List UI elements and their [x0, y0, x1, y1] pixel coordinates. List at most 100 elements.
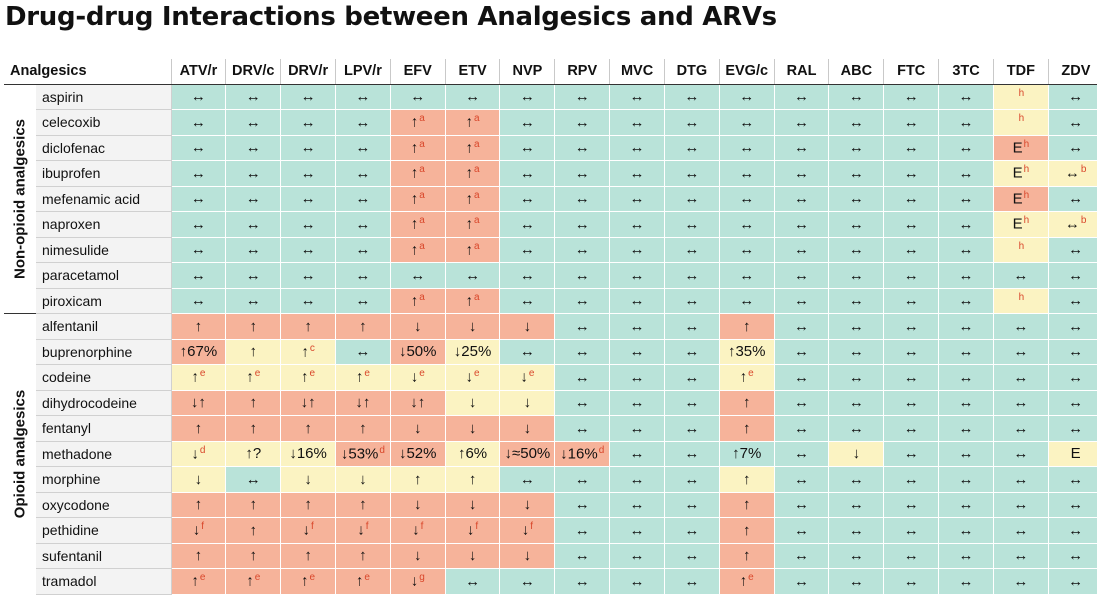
interaction-cell: ↓	[499, 313, 556, 340]
interaction-value: ↔	[629, 572, 645, 590]
interaction-value: ↔	[958, 394, 974, 412]
interaction-value: ↔	[519, 88, 535, 106]
interaction-cell: ↔	[499, 211, 556, 238]
interaction-cell: ↓	[499, 389, 556, 416]
interaction-value: ↔	[794, 215, 810, 233]
interaction-cell: ↔	[663, 568, 720, 595]
interaction-value: ↑	[301, 573, 309, 591]
interaction-cell: ↓	[280, 466, 336, 493]
interaction-cell: ↔	[718, 160, 775, 187]
table-row: fentanyl ↑ ↑ ↑ ↑ ↓ ↓ ↓ ↔ ↔ ↔ ↑ ↔ ↔ ↔ ↔ ↔ ↔	[4, 415, 1097, 442]
interaction-cell: ↔	[609, 313, 665, 340]
interaction-value: ↔	[629, 190, 645, 208]
footnote-marker: a	[419, 291, 425, 303]
interaction-value: ↑	[249, 343, 258, 361]
interaction-cell: ↑	[280, 542, 336, 569]
interaction-value: ↑	[249, 317, 258, 335]
interaction-value: ↑	[465, 292, 474, 310]
interaction-value: ↔	[300, 292, 316, 310]
interaction-cell: ↑e	[718, 364, 775, 391]
interaction-cell: ↔	[554, 236, 611, 263]
interaction-cell: ↔	[444, 568, 501, 595]
interaction-value: ↔	[1064, 216, 1080, 234]
interaction-value: ↔	[848, 266, 864, 284]
interaction-cell: ↑	[335, 542, 391, 569]
interaction-value: ↔	[794, 496, 810, 514]
interaction-value: ↔	[190, 113, 206, 131]
interaction-value: ↔	[300, 139, 316, 157]
interaction-value: ↔	[190, 139, 206, 157]
interaction-cell: ↔	[773, 542, 830, 569]
interaction-cell: ↑a	[444, 236, 501, 263]
interaction-cell: ↑?	[225, 440, 282, 467]
interaction-value: ↔	[903, 496, 919, 514]
table-row: nimesulide ↔ ↔ ↔ ↔ ↑a ↑a ↔ ↔ ↔ ↔ ↔ ↔ ↔ ↔ ↔ h ↔	[4, 236, 1097, 263]
interaction-value: ↔	[574, 368, 590, 386]
interaction-cell: ↓f	[280, 517, 336, 544]
interaction-value: ↔	[1013, 547, 1029, 565]
interaction-cell: ↔	[718, 287, 775, 314]
interaction-cell: ↔	[554, 364, 611, 391]
interaction-cell: ↔	[335, 185, 391, 212]
interaction-value: ↔	[1013, 317, 1029, 335]
footnote-marker: a	[474, 189, 480, 201]
interaction-value: ↔	[958, 113, 974, 131]
interaction-cell: ↔	[1047, 262, 1097, 289]
interaction-cell: ↑a	[389, 287, 446, 314]
interaction-cell: ↔	[1047, 517, 1097, 544]
footnote-marker: a	[419, 240, 425, 252]
drug-name: buprenorphine	[36, 338, 172, 365]
interaction-cell: ↔	[335, 338, 391, 365]
interaction-cell: ↔	[1047, 491, 1097, 518]
interaction-cell: ↔	[1047, 568, 1097, 595]
interaction-cell: ↔	[499, 262, 556, 289]
drug-name: nimesulide	[36, 236, 172, 263]
interaction-cell: ↔	[170, 134, 227, 161]
interaction-value: ↔	[958, 190, 974, 208]
interaction-value: ↔	[903, 547, 919, 565]
footnote-marker: f	[420, 521, 424, 533]
interaction-cell: ↔	[883, 262, 940, 289]
interaction-cell: ↔	[883, 160, 940, 187]
interaction-cell: ↔	[499, 185, 556, 212]
interaction-value: ↑	[355, 573, 364, 591]
interaction-value: ↓50%	[398, 343, 437, 361]
interaction-value: ↔	[684, 241, 700, 259]
interaction-value: ↔	[1013, 445, 1029, 463]
interaction-cell: ↑a	[444, 185, 501, 212]
drug-name: piroxicam	[36, 287, 172, 314]
interaction-cell: ↔	[992, 517, 1049, 544]
interaction-value: ↑	[742, 470, 751, 488]
interaction-value: ↔	[848, 470, 864, 488]
interaction-cell: ↔	[938, 415, 994, 442]
interaction-value: ↑	[246, 573, 254, 591]
interaction-value: ↔	[684, 496, 700, 514]
drug-name: fentanyl	[36, 415, 172, 442]
interaction-value: ↔	[1068, 343, 1084, 361]
interaction-cell: ↔	[938, 83, 994, 110]
interaction-cell: ↔	[938, 211, 994, 238]
interaction-value: ↔	[629, 496, 645, 514]
interaction-value: ↔	[958, 445, 974, 463]
interaction-value: ↔	[739, 215, 755, 233]
interaction-value: ↑	[304, 547, 312, 565]
interaction-value: ↔	[574, 547, 590, 565]
interaction-cell: ↔	[170, 185, 227, 212]
column-header: 3TC	[938, 59, 994, 85]
interaction-value: ↔	[1013, 394, 1029, 412]
interaction-value: ↔	[355, 164, 371, 182]
interaction-value: ↔	[300, 190, 316, 208]
interaction-cell: ↔	[499, 160, 556, 187]
interaction-value: ↔	[574, 496, 590, 514]
interaction-value: ↑?	[245, 445, 262, 463]
interaction-cell: ↓	[335, 466, 391, 493]
footnote-marker: a	[474, 291, 480, 303]
interaction-value: ↔	[958, 547, 974, 565]
interaction-value: ↓	[468, 547, 477, 565]
interaction-value: ↓	[466, 522, 475, 540]
interaction-value: ↔	[794, 266, 810, 284]
interaction-value: ↑	[468, 470, 477, 488]
interaction-cell: ↑	[718, 415, 775, 442]
interaction-value: ↔	[1068, 419, 1084, 437]
interaction-value: ↔	[574, 241, 590, 259]
